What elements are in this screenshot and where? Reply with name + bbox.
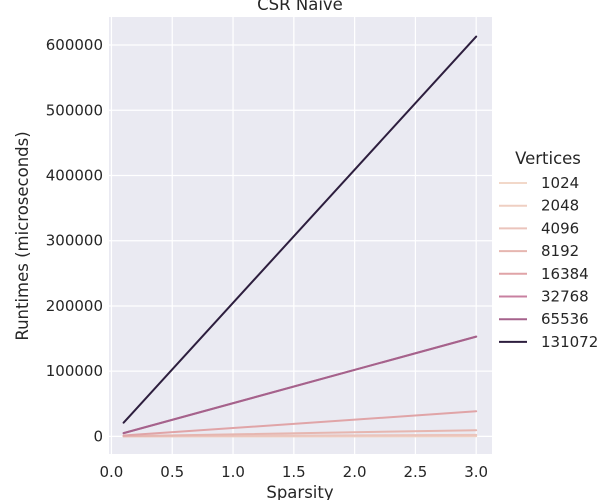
legend-label: 131072 — [541, 333, 598, 351]
legend-label: 2048 — [541, 197, 579, 215]
series-line-8192 — [122, 429, 478, 438]
series-layer — [122, 35, 478, 438]
x-tick-label: 1.5 — [282, 463, 306, 481]
x-axis-label: Sparsity — [266, 483, 333, 500]
legend-items: 1024 2048 4096 8192 16384 32768 65536 131072 — [499, 174, 598, 351]
y-axis-ticks: 0 100000 200000 300000 400000 500000 600000 — [46, 36, 103, 445]
x-tick-label: 0.5 — [160, 463, 184, 481]
x-tick-label: 3.0 — [464, 463, 488, 481]
legend-label: 1024 — [541, 174, 579, 192]
y-tick-label: 400000 — [46, 166, 103, 184]
series-line-16384 — [122, 410, 478, 437]
x-tick-label: 1.0 — [221, 463, 245, 481]
y-axis-label: Runtimes (microseconds) — [13, 131, 32, 340]
x-axis-ticks: 0.0 0.5 1.0 1.5 2.0 2.5 3.0 — [100, 463, 489, 481]
y-tick-label: 600000 — [46, 36, 103, 54]
x-tick-label: 2.0 — [343, 463, 367, 481]
chart-title: CSR Naive — [257, 0, 343, 14]
y-tick-label: 500000 — [46, 101, 103, 119]
x-tick-label: 0.0 — [100, 463, 124, 481]
legend-label: 16384 — [541, 265, 589, 283]
y-tick-label: 300000 — [46, 232, 103, 250]
legend-title: Vertices — [515, 149, 581, 168]
legend-label: 32768 — [541, 288, 589, 306]
legend-label: 65536 — [541, 310, 589, 328]
y-tick-label: 200000 — [46, 297, 103, 315]
y-tick-label: 0 — [93, 427, 103, 445]
x-tick-label: 2.5 — [403, 463, 427, 481]
series-line-131072 — [122, 35, 478, 424]
series-line-65536 — [122, 335, 478, 435]
legend-label: 8192 — [541, 242, 579, 260]
y-tick-label: 100000 — [46, 362, 103, 380]
legend: Vertices 1024 2048 4096 8192 16384 32768 65536… — [499, 149, 598, 351]
legend-label: 4096 — [541, 219, 579, 237]
